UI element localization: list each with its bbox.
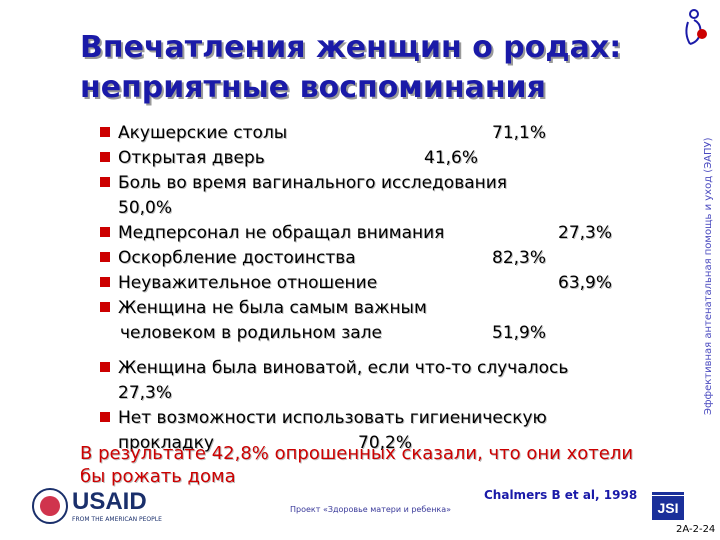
item-label-continued: прокладку xyxy=(118,433,214,453)
item-label: Женщина была виноватой, если что-то случ… xyxy=(118,358,569,378)
bullet-square-icon xyxy=(100,127,110,137)
usaid-seal-icon xyxy=(32,488,68,524)
project-footer: Проект «Здоровье матери и ребенка» xyxy=(290,505,452,514)
list-item: Нет возможности использовать гигиеническ… xyxy=(100,406,680,464)
bullet-square-icon xyxy=(100,252,110,262)
item-label: Открытая дверь xyxy=(118,148,265,168)
list-item: Женщина была виноватой, если что-то случ… xyxy=(100,356,680,406)
item-value: 70,2% xyxy=(358,433,413,453)
bullet-square-icon xyxy=(100,152,110,162)
item-value: 27,3% xyxy=(558,223,613,243)
list-item: Медперсонал не обращал внимания 27,3% xyxy=(100,221,680,246)
jsi-logo: JSI xyxy=(652,492,684,520)
usaid-wordmark: USAID xyxy=(72,488,147,515)
item-value: 50,0% xyxy=(118,198,173,218)
slide-title-line-2: неприятные воспоминания xyxy=(80,70,546,105)
bullet-square-icon xyxy=(100,227,110,237)
item-value: 63,9% xyxy=(558,273,613,293)
slide-title: Впечатления женщин о родах: неприятные в… xyxy=(80,28,670,108)
item-label: Неуважительное отношение xyxy=(118,273,378,293)
findings-list: Акушерские столы 71,1% Открытая дверь 41… xyxy=(100,121,680,464)
item-value: 51,9% xyxy=(492,323,547,343)
list-item: Боль во время вагинального исследования … xyxy=(100,171,680,221)
bullet-square-icon xyxy=(100,302,110,312)
side-program-text: Эффективная антенатальная помощь и уход … xyxy=(703,137,714,415)
slide-title-line-1: Впечатления женщин о родах: xyxy=(80,30,622,65)
result-statement: В результате 42,8% опрошенных сказали, ч… xyxy=(80,443,634,487)
item-label-continued: человеком в родильном зале xyxy=(120,323,382,343)
list-item: Акушерские столы 71,1% xyxy=(100,121,680,146)
list-item: Оскорбление достоинства 82,3% xyxy=(100,246,680,271)
list-item: Открытая дверь 41,6% xyxy=(100,146,680,171)
citation: Chalmers B et al, 1998 xyxy=(484,488,638,502)
item-label: Боль во время вагинального исследования xyxy=(118,173,508,193)
bullet-square-icon xyxy=(100,412,110,422)
bullet-square-icon xyxy=(100,177,110,187)
usaid-tagline: FROM THE AMERICAN PEOPLE xyxy=(72,516,162,523)
item-label: Женщина не была самым важным xyxy=(118,298,427,318)
mother-child-logo-icon xyxy=(685,9,707,45)
list-item: Неуважительное отношение 63,9% xyxy=(100,271,680,296)
item-label: Медперсонал не обращал внимания xyxy=(118,223,445,243)
list-item: Женщина не была самым важным человеком в… xyxy=(100,296,680,356)
item-label: Акушерские столы xyxy=(118,123,288,143)
slide-number: 2A-2-24 xyxy=(676,524,716,535)
usaid-logo: USAID FROM THE AMERICAN PEOPLE xyxy=(32,488,162,526)
item-label: Оскорбление достоинства xyxy=(118,248,356,268)
bullet-square-icon xyxy=(100,277,110,287)
item-value: 41,6% xyxy=(424,148,479,168)
item-label: Нет возможности использовать гигиеническ… xyxy=(118,408,547,428)
bullet-square-icon xyxy=(100,362,110,372)
item-value: 71,1% xyxy=(492,123,547,143)
item-value: 27,3% xyxy=(118,383,173,403)
item-value: 82,3% xyxy=(492,248,547,268)
